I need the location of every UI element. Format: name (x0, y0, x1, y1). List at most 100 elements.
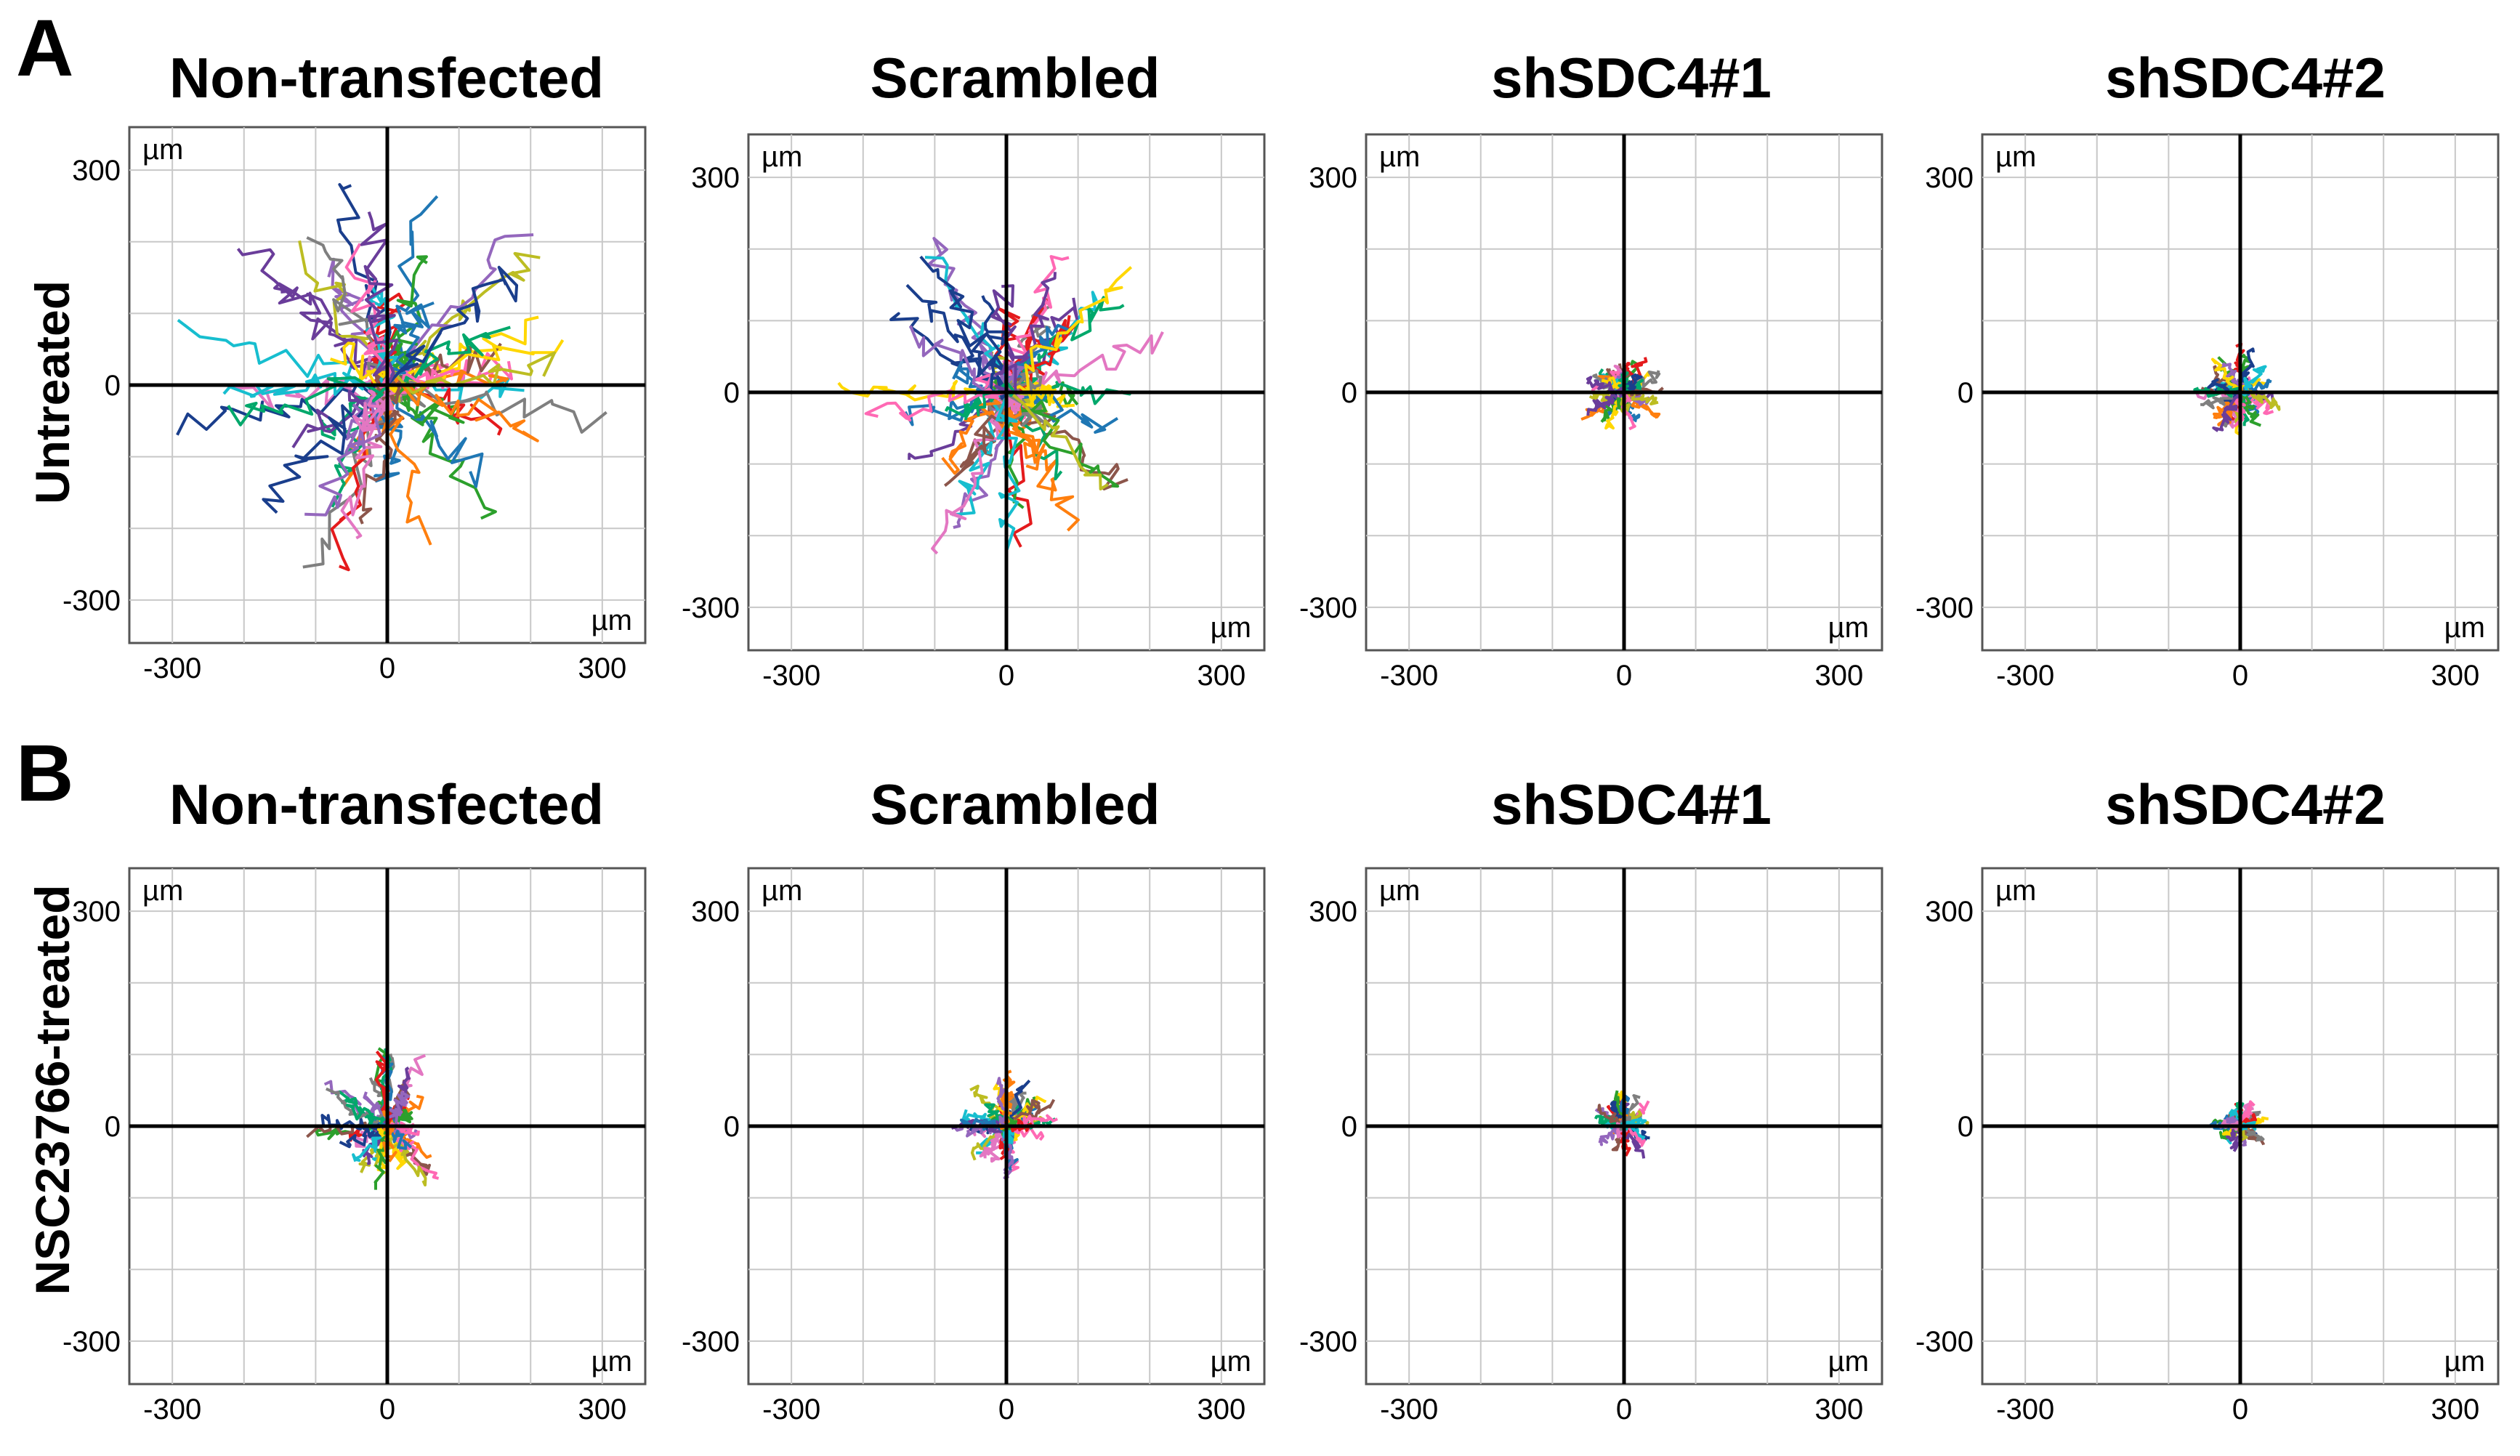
cell-track (387, 1091, 411, 1129)
cell-track (386, 351, 557, 395)
x-unit-label: µm (2444, 612, 2485, 644)
x-tick-label: 0 (379, 652, 395, 684)
y-tick-label: 0 (1341, 1111, 1357, 1143)
title-b-non-transfected: Non-transfected (169, 772, 605, 836)
cell-track (1620, 1125, 1631, 1157)
x-tick-label: 300 (578, 652, 626, 684)
cell-track (996, 1077, 1009, 1128)
y-unit-label: µm (142, 875, 183, 907)
plot-untreated-non-transfected: -300 -300 0 0 300 300 µm µm (62, 126, 647, 684)
panel-letter-b: B (16, 729, 74, 818)
y-unit-label: µm (1379, 875, 1420, 907)
x-unit-label: µm (1211, 1346, 1251, 1378)
y-tick-label: 300 (691, 896, 740, 928)
x-unit-label: µm (1211, 612, 1251, 644)
title-b-shsdc4-2: shSDC4#2 (2105, 772, 2386, 836)
cell-track (1006, 391, 1063, 481)
cell-track (1006, 266, 1133, 395)
x-tick-label: 300 (2431, 1394, 2479, 1425)
y-tick-label: -300 (682, 592, 740, 624)
x-unit-label: µm (2444, 1346, 2485, 1378)
x-tick-label: 300 (1197, 660, 1245, 692)
title-a-scrambled: Scrambled (870, 46, 1160, 110)
x-tick-label: 300 (1814, 1394, 1863, 1425)
cell-track (345, 1104, 392, 1131)
y-tick-label: 0 (105, 1111, 121, 1143)
x-tick-label: 0 (998, 660, 1014, 692)
y-tick-label: 0 (1958, 1111, 1974, 1143)
x-tick-label: -300 (1996, 1394, 2054, 1425)
row-label-untreated: Untreated (25, 280, 79, 505)
cell-track (386, 265, 519, 387)
plot-treated-shsdc4-1: -300 -300 0 0 300 300 µm µm (1299, 867, 1883, 1425)
y-tick-label: -300 (1299, 592, 1357, 624)
x-tick-label: 0 (2232, 1394, 2248, 1425)
cell-track (386, 376, 539, 442)
x-tick-label: -300 (143, 1394, 201, 1425)
x-tick-label: 0 (2232, 660, 2248, 692)
y-unit-label: µm (1379, 141, 1420, 173)
cell-track (382, 301, 435, 392)
title-a-shsdc4-2: shSDC4#2 (2105, 46, 2386, 110)
cell-track (273, 282, 397, 387)
x-unit-label: µm (591, 604, 632, 636)
y-tick-label: 300 (72, 896, 121, 928)
x-tick-label: 0 (998, 1394, 1014, 1425)
plot-treated-non-transfected: -300 -300 0 0 300 300 µm µm (62, 867, 647, 1425)
cell-track (384, 379, 607, 434)
cell-track (1004, 272, 1057, 397)
cell-track (377, 380, 432, 546)
cell-track (927, 237, 1010, 397)
x-tick-label: -300 (1996, 660, 2054, 692)
cell-track (990, 284, 1018, 395)
x-tick-label: -300 (1380, 660, 1438, 692)
y-unit-label: µm (1995, 141, 2036, 173)
y-unit-label: µm (762, 875, 802, 907)
x-tick-label: 0 (379, 1394, 395, 1425)
cell-track (1002, 255, 1070, 393)
row-label-nsc23766-treated: NSC23766-treated (25, 884, 79, 1295)
y-tick-label: 0 (724, 1111, 740, 1143)
x-tick-label: 300 (2431, 660, 2479, 692)
plot-untreated-shsdc4-2: -300 -300 0 0 300 300 µm µm (1915, 133, 2500, 692)
y-unit-label: µm (762, 141, 802, 173)
y-tick-label: 0 (1958, 377, 1974, 409)
title-b-scrambled: Scrambled (870, 772, 1160, 836)
x-tick-label: 300 (1814, 660, 1863, 692)
plot-untreated-shsdc4-1: -300 -300 0 0 300 300 µm µm (1299, 133, 1883, 692)
y-tick-label: 300 (1925, 162, 1974, 194)
y-tick-label: 300 (1309, 896, 1357, 928)
y-tick-label: -300 (1915, 1326, 1974, 1358)
x-tick-label: -300 (762, 1394, 820, 1425)
y-tick-label: 300 (1309, 162, 1357, 194)
x-tick-label: 300 (578, 1394, 626, 1425)
cell-track (227, 376, 389, 426)
y-tick-label: 0 (105, 370, 121, 402)
y-tick-label: 300 (691, 162, 740, 194)
x-tick-label: -300 (1380, 1394, 1438, 1425)
x-unit-label: µm (591, 1346, 632, 1378)
x-tick-label: 300 (1197, 1394, 1245, 1425)
cell-track (919, 255, 1007, 397)
y-tick-label: -300 (62, 585, 121, 617)
y-tick-label: 0 (1341, 377, 1357, 409)
plot-untreated-scrambled: -300 -300 0 0 300 300 µm µm (682, 133, 1266, 692)
x-unit-label: µm (1828, 612, 1869, 644)
y-tick-label: 300 (72, 155, 121, 187)
title-a-non-transfected: Non-transfected (169, 46, 605, 110)
cell-track (1001, 384, 1109, 490)
cell-track (1005, 391, 1120, 488)
cell-track (306, 236, 389, 386)
plot-treated-shsdc4-2: -300 -300 0 0 300 300 µm µm (1915, 867, 2500, 1425)
panel-letter-a: A (16, 4, 74, 93)
x-tick-label: 0 (1616, 1394, 1632, 1425)
y-tick-label: -300 (1299, 1326, 1357, 1358)
x-tick-label: -300 (143, 652, 201, 684)
y-tick-label: -300 (1915, 592, 1974, 624)
y-tick-label: 0 (724, 377, 740, 409)
title-b-shsdc4-1: shSDC4#1 (1491, 772, 1772, 836)
y-tick-label: -300 (62, 1326, 121, 1358)
x-tick-label: -300 (762, 660, 820, 692)
title-a-shsdc4-1: shSDC4#1 (1491, 46, 1772, 110)
plot-treated-scrambled: -300 -300 0 0 300 300 µm µm (682, 867, 1266, 1425)
